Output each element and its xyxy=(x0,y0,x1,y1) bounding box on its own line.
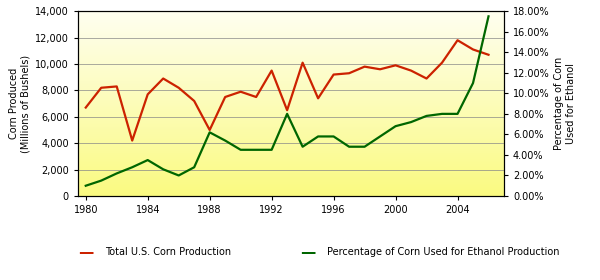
Text: Total U.S. Corn Production: Total U.S. Corn Production xyxy=(105,247,231,257)
Text: Percentage of Corn Used for Ethanol Production: Percentage of Corn Used for Ethanol Prod… xyxy=(327,247,560,257)
Text: —: — xyxy=(78,244,94,260)
Y-axis label: Percentage of Corn
Used for Ethanol: Percentage of Corn Used for Ethanol xyxy=(554,57,575,150)
Y-axis label: Corn Produced
(Millions of Bushels): Corn Produced (Millions of Bushels) xyxy=(10,55,31,153)
Text: —: — xyxy=(300,244,316,260)
